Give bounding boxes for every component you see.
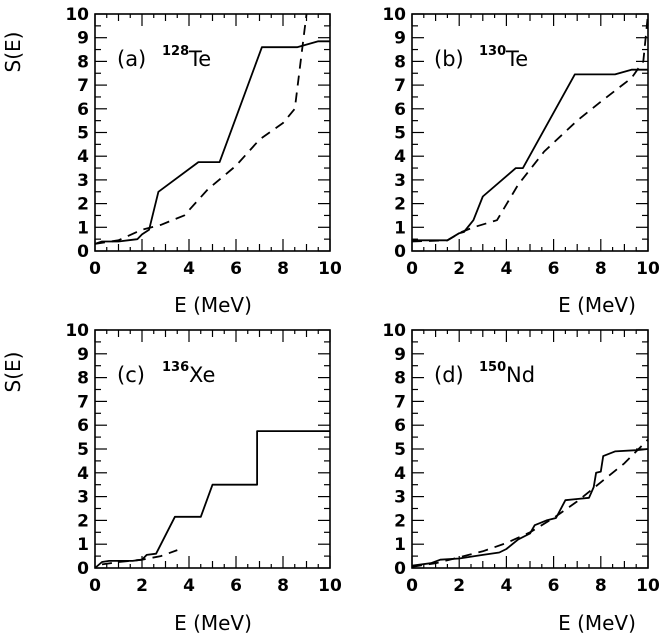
y-tick-label: 4: [394, 464, 406, 484]
y-tick-label: 7: [77, 392, 89, 412]
solid-series-line: [94, 430, 330, 569]
isotope-mass-number: 150: [479, 360, 506, 375]
y-tick-label: 2: [77, 511, 89, 531]
y-axis-title: S(E): [1, 32, 25, 73]
x-tick-label: 4: [183, 576, 195, 596]
x-tick-label: 2: [136, 576, 148, 596]
x-tick-label: 8: [595, 259, 607, 279]
x-tick-label: 2: [136, 259, 148, 279]
y-tick-label: 0: [394, 559, 406, 579]
x-tick-label: 2: [453, 576, 465, 596]
y-tick-label: 7: [394, 76, 406, 96]
x-tick-label: 0: [89, 576, 101, 596]
solid-series-line: [94, 40, 330, 245]
y-tick-label: 10: [65, 5, 89, 25]
y-tick-label: 1: [77, 535, 89, 555]
dashed-series-line: [411, 13, 649, 243]
solid-series-line: [411, 448, 649, 567]
x-tick-label: 8: [595, 576, 607, 596]
x-tick-label: 4: [500, 259, 512, 279]
isotope-element: Xe: [189, 363, 215, 387]
y-tick-label: 9: [394, 29, 406, 49]
y-tick-label: 8: [77, 52, 89, 72]
isotope-mass-number: 136: [162, 360, 189, 375]
x-tick-label: 10: [636, 259, 659, 279]
y-tick-label: 7: [394, 392, 406, 412]
x-tick-label: 2: [453, 259, 465, 279]
y-tick-label: 2: [394, 511, 406, 531]
y-tick-label: 3: [77, 488, 89, 508]
x-tick-label: 8: [277, 259, 289, 279]
panel-letter: (d): [434, 363, 464, 387]
isotope-element: Te: [505, 47, 528, 71]
y-tick-label: 1: [77, 218, 89, 238]
isotope-mass-number: 130: [479, 44, 506, 59]
y-tick-label: 2: [394, 195, 406, 215]
x-axis-title: E (MeV): [174, 611, 252, 635]
y-tick-label: 10: [65, 321, 89, 341]
isotope-element: Nd: [506, 363, 535, 387]
dashed-series-line: [101, 549, 178, 566]
y-tick-label: 9: [77, 345, 89, 365]
y-tick-label: 8: [394, 369, 406, 389]
y-tick-label: 8: [77, 369, 89, 389]
y-tick-label: 6: [394, 100, 406, 120]
panel-a: 0 1 2 3 4 5 6 7 8 9 10 0 2 4 6 8 10 E (MeV) S(E) (a) 128 Te: [1, 5, 342, 317]
y-tick-label: 6: [394, 416, 406, 436]
y-tick-label: 4: [394, 147, 406, 167]
solid-series-line: [412, 68, 648, 242]
y-axis-title: S(E): [1, 352, 25, 393]
x-tick-label: 10: [318, 259, 342, 279]
x-axis-title: E (MeV): [558, 611, 636, 635]
x-tick-label: 6: [230, 259, 242, 279]
y-tick-label: 5: [77, 124, 89, 144]
y-tick-label: 1: [394, 535, 406, 555]
y-tick-label: 9: [394, 345, 406, 365]
y-tick-label: 6: [77, 416, 89, 436]
y-tick-label: 2: [77, 195, 89, 215]
y-tick-label: 5: [394, 124, 406, 144]
y-tick-label: 7: [77, 76, 89, 96]
x-tick-label: 4: [500, 576, 512, 596]
y-tick-label: 4: [77, 464, 89, 484]
isotope-element: Te: [188, 47, 211, 71]
x-tick-label: 10: [636, 576, 659, 596]
y-tick-label: 5: [77, 440, 89, 460]
x-tick-label: 0: [406, 259, 418, 279]
y-tick-label: 6: [77, 100, 89, 120]
x-tick-label: 6: [548, 576, 560, 596]
y-tick-label: 3: [394, 171, 406, 191]
y-tick-label: 5: [394, 440, 406, 460]
x-axis-title: E (MeV): [558, 293, 636, 317]
y-tick-label: 10: [382, 5, 406, 25]
y-tick-label: 4: [77, 147, 89, 167]
x-tick-label: 6: [230, 576, 242, 596]
x-tick-label: 0: [89, 259, 101, 279]
y-tick-label: 9: [77, 29, 89, 49]
panel-letter: (a): [117, 47, 146, 71]
dashed-series-line: [94, 13, 308, 245]
y-tick-label: 3: [394, 488, 406, 508]
dashed-series-line: [411, 438, 649, 568]
x-axis-title: E (MeV): [174, 293, 252, 317]
y-tick-label: 0: [394, 242, 406, 262]
x-tick-label: 10: [318, 576, 342, 596]
y-tick-label: 8: [394, 52, 406, 72]
panel-c: 0 1 2 3 4 5 6 7 8 9 10 0 2 4 6 8 10 E (MeV) S(E) (c) 136 Xe: [1, 321, 342, 635]
y-tick-label: 0: [77, 559, 89, 579]
x-tick-label: 6: [548, 259, 560, 279]
y-tick-label: 0: [77, 242, 89, 262]
panel-letter: (c): [117, 363, 145, 387]
y-tick-label: 10: [382, 321, 406, 341]
x-tick-label: 0: [406, 576, 418, 596]
y-tick-label: 3: [77, 171, 89, 191]
x-tick-label: 8: [277, 576, 289, 596]
y-tick-label: 1: [394, 218, 406, 238]
isotope-mass-number: 128: [162, 44, 189, 59]
x-tick-label: 4: [183, 259, 195, 279]
panel-letter: (b): [434, 47, 464, 71]
